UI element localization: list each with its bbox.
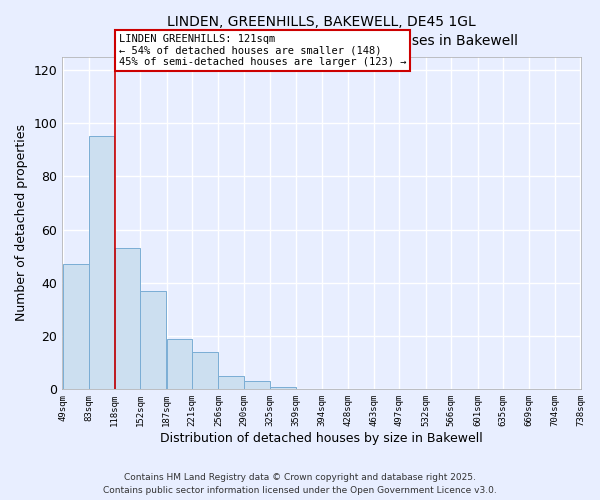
Y-axis label: Number of detached properties: Number of detached properties [15, 124, 28, 322]
Bar [115, 248, 140, 390]
Bar [244, 382, 269, 390]
Text: LINDEN GREENHILLS: 121sqm
← 54% of detached houses are smaller (148)
45% of semi: LINDEN GREENHILLS: 121sqm ← 54% of detac… [119, 34, 406, 68]
Bar [140, 291, 166, 390]
Text: Contains HM Land Registry data © Crown copyright and database right 2025.
Contai: Contains HM Land Registry data © Crown c… [103, 474, 497, 495]
Bar [192, 352, 218, 390]
Bar [167, 339, 192, 390]
Bar [218, 376, 244, 390]
Title: LINDEN, GREENHILLS, BAKEWELL, DE45 1GL
Size of property relative to detached hou: LINDEN, GREENHILLS, BAKEWELL, DE45 1GL S… [126, 15, 518, 48]
Bar [89, 136, 114, 390]
X-axis label: Distribution of detached houses by size in Bakewell: Distribution of detached houses by size … [160, 432, 483, 445]
Bar [63, 264, 89, 390]
Bar [270, 386, 296, 390]
